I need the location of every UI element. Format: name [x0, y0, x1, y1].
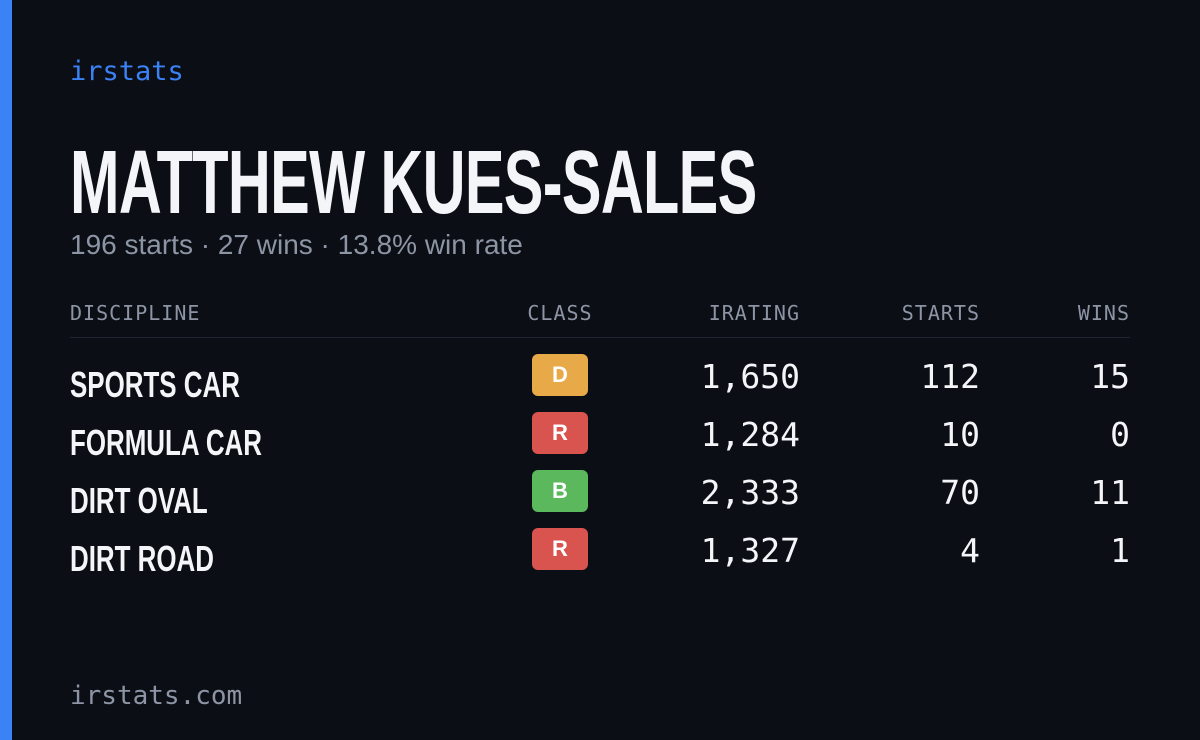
footer: irstats.com	[70, 681, 243, 711]
irating: 1,327	[700, 531, 800, 570]
subtitle: 196 starts · 27 wins · 13.8% win rate	[70, 229, 523, 260]
starts: 10	[940, 415, 980, 454]
column-header: CLASS	[527, 301, 593, 325]
header-rule	[70, 337, 1130, 338]
discipline: DIRT ROAD	[70, 538, 214, 579]
column-header: IRATING	[708, 301, 800, 325]
irating: 1,650	[700, 357, 800, 396]
accent-stripe	[0, 0, 12, 740]
starts: 4	[960, 531, 980, 570]
wins: 15	[1090, 357, 1130, 396]
class-badge: R	[532, 412, 588, 454]
irating: 1,284	[700, 415, 800, 454]
wins: 0	[1110, 415, 1130, 454]
class-badge: R	[532, 528, 588, 570]
starts: 112	[920, 357, 980, 396]
class-badge: D	[532, 354, 588, 396]
starts: 70	[940, 473, 980, 512]
title: MATTHEW KUES-SALES	[70, 133, 757, 233]
wins: 1	[1110, 531, 1130, 570]
column-header: WINS	[1077, 301, 1130, 325]
discipline: SPORTS CAR	[70, 364, 240, 405]
irating: 2,333	[700, 473, 800, 512]
discipline: FORMULA CAR	[70, 422, 262, 463]
brand: irstats	[70, 56, 184, 87]
class-badge: B	[532, 470, 588, 512]
wins: 11	[1090, 473, 1130, 512]
column-header: DISCIPLINE	[70, 301, 201, 325]
discipline: DIRT OVAL	[70, 480, 208, 521]
column-header: STARTS	[901, 301, 980, 325]
